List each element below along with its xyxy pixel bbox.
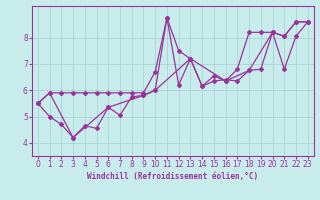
X-axis label: Windchill (Refroidissement éolien,°C): Windchill (Refroidissement éolien,°C)	[87, 172, 258, 181]
